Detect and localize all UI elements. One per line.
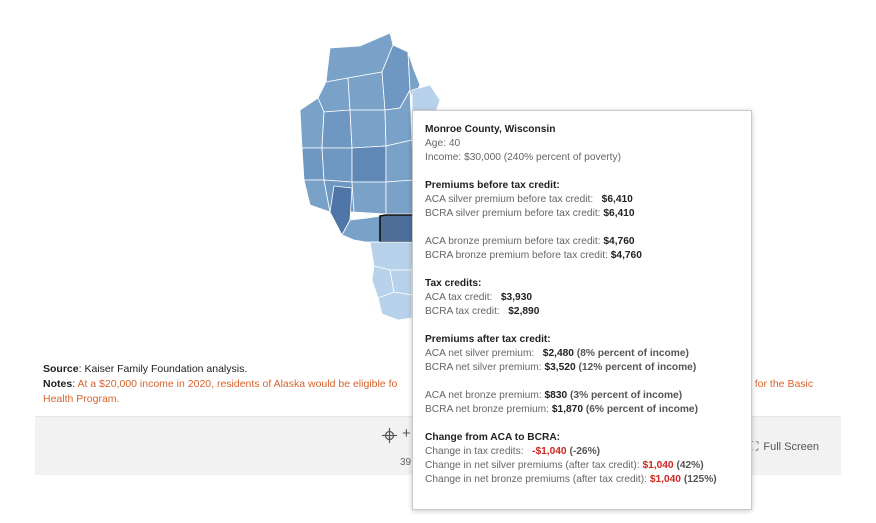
- tooltip-before-header: Premiums before tax credit:: [425, 180, 560, 191]
- notes-text-left: At a $20,000 income in 2020, residents o…: [75, 378, 398, 390]
- source-notes: Source: Kaiser Family Foundation analysi…: [43, 362, 843, 407]
- notes-colon: :: [72, 378, 76, 390]
- notes-label: Notes: [43, 378, 73, 390]
- tooltip-aca-bronze-before: ACA bronze premium before tax credit: $4…: [425, 236, 635, 247]
- fullscreen-label: Full Screen: [763, 441, 820, 453]
- county-shape[interactable]: [385, 139, 415, 183]
- tooltip-bcra-net-bronze: BCRA net bronze premium: $1,870 (6% perc…: [425, 404, 698, 415]
- tooltip-county-name: Monroe County, Wisconsin: [425, 124, 556, 135]
- tooltip-aca-silver-before: ACA silver premium before tax credit: $6…: [425, 194, 633, 205]
- county-shape[interactable]: [299, 97, 325, 149]
- county-shape[interactable]: [301, 147, 325, 181]
- notes-text-line2: Health Program.: [43, 393, 120, 405]
- county-shape[interactable]: [385, 179, 415, 215]
- tooltip-change-bronze: Change in net bronze premiums (after tax…: [425, 474, 717, 485]
- tooltip-aca-net-silver: ACA net silver premium: $2,480 (8% perce…: [425, 348, 689, 359]
- notes-text-right: e for the Basic: [746, 378, 814, 390]
- move-icon[interactable]: [381, 427, 398, 448]
- tooltip-income-row: Income: $30,000 (240% percent of poverty…: [425, 152, 621, 163]
- county-shape[interactable]: [384, 88, 413, 147]
- county-map[interactable]: [290, 30, 490, 330]
- tooltip-change-header: Change from ACA to BCRA:: [425, 432, 561, 443]
- county-shape[interactable]: [369, 241, 415, 271]
- fullscreen-icon: ⛶: [750, 439, 759, 453]
- county-shape[interactable]: [347, 71, 386, 111]
- tooltip-after-header: Premiums after tax credit:: [425, 334, 551, 345]
- county-tooltip: Monroe County, Wisconsin Age: 40 Income:…: [412, 110, 752, 510]
- county-shape[interactable]: [351, 145, 387, 183]
- county-shape[interactable]: [377, 291, 413, 321]
- tooltip-aca-credit: ACA tax credit: $3,930: [425, 292, 533, 303]
- county-shape[interactable]: [317, 77, 351, 113]
- county-shape[interactable]: [351, 181, 387, 215]
- tooltip-bcra-net-silver: BCRA net silver premium: $3,520 (12% per…: [425, 362, 697, 373]
- county-shape[interactable]: [321, 147, 353, 183]
- tooltip-bcra-credit: BCRA tax credit: $2,890: [425, 306, 540, 317]
- tooltip-change-silver: Change in net silver premiums (after tax…: [425, 460, 704, 471]
- tooltip-age-row: Age: 40: [425, 138, 461, 149]
- county-shape[interactable]: [321, 109, 353, 149]
- source-text: : Kaiser Family Foundation analysis.: [78, 363, 248, 375]
- tooltip-bcra-bronze-before: BCRA bronze premium before tax credit: $…: [425, 250, 642, 261]
- tooltip-bcra-silver-before: BCRA silver premium before tax credit: $…: [425, 208, 635, 219]
- tooltip-change-credits: Change in tax credits: -$1,040 (-26%): [425, 446, 601, 457]
- county-shape[interactable]: [349, 109, 387, 149]
- source-label: Source: [43, 363, 79, 375]
- fullscreen-button[interactable]: ⛶ Full Screen: [750, 439, 819, 454]
- view-count: 39: [400, 457, 412, 468]
- plus-icon[interactable]: +: [402, 425, 411, 442]
- tooltip-aca-net-bronze: ACA net bronze premium: $830 (3% percent…: [425, 390, 683, 401]
- tooltip-credits-header: Tax credits:: [425, 278, 482, 289]
- monroe-county-selected[interactable]: [379, 214, 415, 243]
